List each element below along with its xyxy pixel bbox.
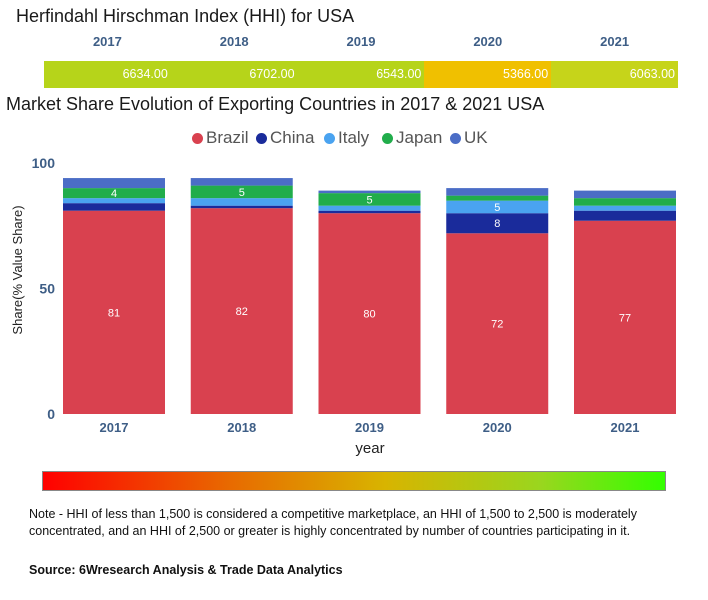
data-label: 5 [494,202,500,214]
footnote: Note - HHI of less than 1,500 is conside… [29,507,637,538]
x-tick-label: 2017 [100,420,129,435]
legend-dot-icon [192,133,203,144]
data-label: 5 [366,194,372,206]
bar-segment-brazil[interactable] [190,208,293,414]
data-label: 4 [111,188,117,200]
x-tick-label: 2018 [227,420,256,435]
bar-segment-japan[interactable] [63,188,165,199]
bar-segment-brazil[interactable] [63,210,165,414]
hhi-value-cell: 6063.00 [551,61,678,88]
bar-segment-italy[interactable] [63,198,165,204]
hhi-title: Herfindahl Hirschman Index (HHI) for USA [16,6,355,26]
bar-segment-china[interactable] [190,205,293,209]
y-axis-title: Share(% Value Share) [10,205,25,335]
x-tick-label: 2019 [355,420,384,435]
y-tick-label: 100 [32,155,56,171]
legend-dot-icon [256,133,267,144]
data-label: 82 [236,306,248,318]
bar-segment-china[interactable] [574,210,676,221]
bar-segment-japan[interactable] [574,198,676,206]
bar-segment-japan[interactable] [190,185,293,199]
legend-label: UK [464,128,488,147]
hhi-value-cell: 6702.00 [170,61,298,88]
hhi-year-row: 2017 2018 2019 2020 2021 [44,34,678,52]
source-line: Source: 6Wresearch Analysis & Trade Data… [29,563,343,577]
bar-segment-italy[interactable] [190,198,293,206]
bar-segment-italy[interactable] [446,200,549,214]
hhi-color-scale [42,471,666,491]
bar-segment-china[interactable] [63,203,165,211]
legend-label: Japan [396,128,443,147]
legend-dot-icon [324,133,335,144]
bar-segment-china[interactable] [318,210,421,214]
data-label: 8 [494,218,500,230]
stacked-bar-chart: 0 50 100 81 4 2017 82 5 2018 80 5 2019 72 8 5 2020 77 202… [32,155,676,435]
data-label: 77 [619,312,631,324]
y-tick-label: 50 [39,281,55,297]
data-label: 72 [491,319,503,331]
data-label: 80 [363,309,375,321]
legend-label: Brazil [206,128,249,147]
legend-label: China [270,128,315,147]
bar-segment-italy[interactable] [318,205,421,211]
bar-segment-china[interactable] [446,213,549,234]
y-tick-label: 0 [47,406,55,422]
bar-segment-brazil[interactable] [318,213,421,414]
chart-title: Market Share Evolution of Exporting Coun… [6,94,545,114]
bar-segment-uk[interactable] [190,178,293,186]
legend-label: Italy [338,128,370,147]
bar-segment-brazil[interactable] [446,233,549,414]
hhi-value-cell: 5366.00 [424,61,552,88]
x-axis-title: year [355,440,385,457]
bar-segment-uk[interactable] [446,188,549,196]
data-label: 81 [108,307,120,319]
hhi-year-label: 2018 [219,34,249,49]
hhi-year-label: 2017 [92,34,122,49]
bar-segment-japan[interactable] [318,193,421,206]
chart-legend: Brazil China Italy Japan UK [0,128,708,152]
hhi-value-bar: 6634.00 6702.00 6543.00 5366.00 6063.00 [44,61,678,88]
hhi-year-label: 2019 [346,34,376,49]
legend-dot-icon [382,133,393,144]
bar-segment-uk[interactable] [318,190,421,194]
hhi-value-cell: 6634.00 [44,61,171,88]
x-tick-label: 2021 [611,420,640,435]
hhi-value-cell: 6543.00 [297,61,425,88]
x-tick-label: 2020 [483,420,512,435]
bar-segment-italy[interactable] [574,205,676,211]
hhi-year-label: 2021 [600,34,630,49]
legend-dot-icon [450,133,461,144]
bar-segment-uk[interactable] [574,190,676,199]
data-label: 5 [239,187,245,199]
bar-segment-brazil[interactable] [574,220,676,414]
bar-segment-japan[interactable] [446,195,549,201]
bar-segment-uk[interactable] [63,178,165,189]
hhi-year-label: 2020 [473,34,503,49]
